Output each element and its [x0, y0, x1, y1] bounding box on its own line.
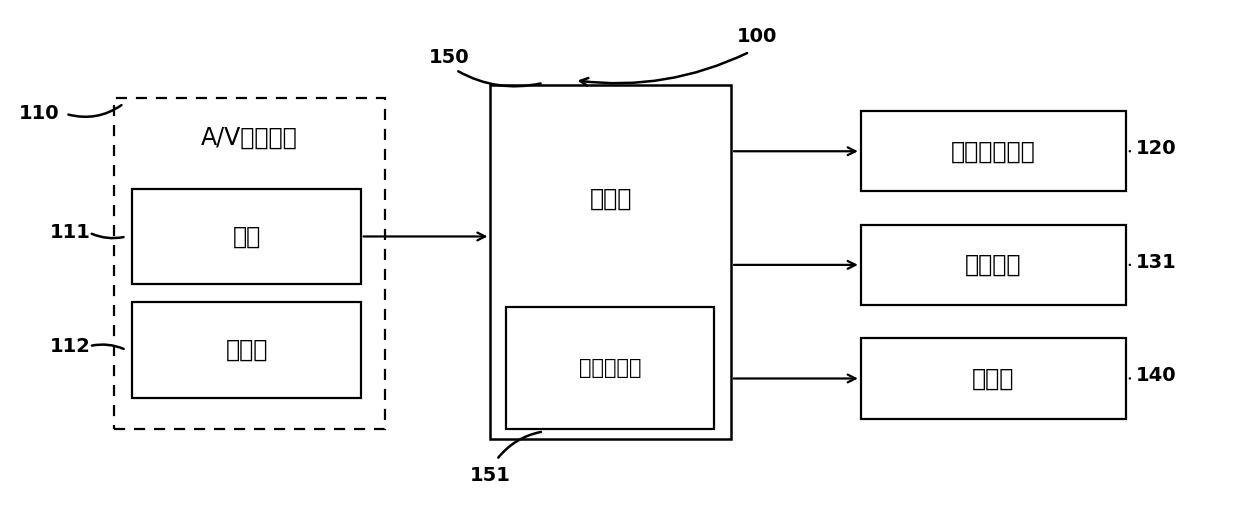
Bar [861, 111, 1126, 191]
Text: 控制器: 控制器 [589, 186, 632, 210]
Text: 100: 100 [738, 27, 777, 46]
Bar [114, 98, 386, 429]
Bar [861, 225, 1126, 305]
Text: 110: 110 [19, 104, 60, 123]
Bar [861, 338, 1126, 419]
Text: 存储器: 存储器 [972, 366, 1014, 390]
Text: 显示单元: 显示单元 [965, 253, 1022, 277]
Text: 120: 120 [1136, 139, 1177, 158]
Text: 112: 112 [50, 337, 91, 355]
Text: 131: 131 [1136, 253, 1177, 271]
Text: 151: 151 [470, 466, 511, 485]
Text: A/V输入单元: A/V输入单元 [201, 126, 298, 150]
Bar [133, 302, 361, 398]
Text: 用户输入单元: 用户输入单元 [951, 139, 1035, 163]
Bar [506, 307, 714, 429]
Bar [490, 86, 732, 439]
Text: 150: 150 [429, 48, 469, 66]
Text: 多媒体模块: 多媒体模块 [579, 358, 641, 378]
Text: 111: 111 [50, 223, 91, 242]
Text: 照相: 照相 [232, 224, 260, 248]
Bar [133, 188, 361, 284]
Text: 140: 140 [1136, 366, 1177, 385]
Text: 麦克风: 麦克风 [226, 338, 268, 362]
